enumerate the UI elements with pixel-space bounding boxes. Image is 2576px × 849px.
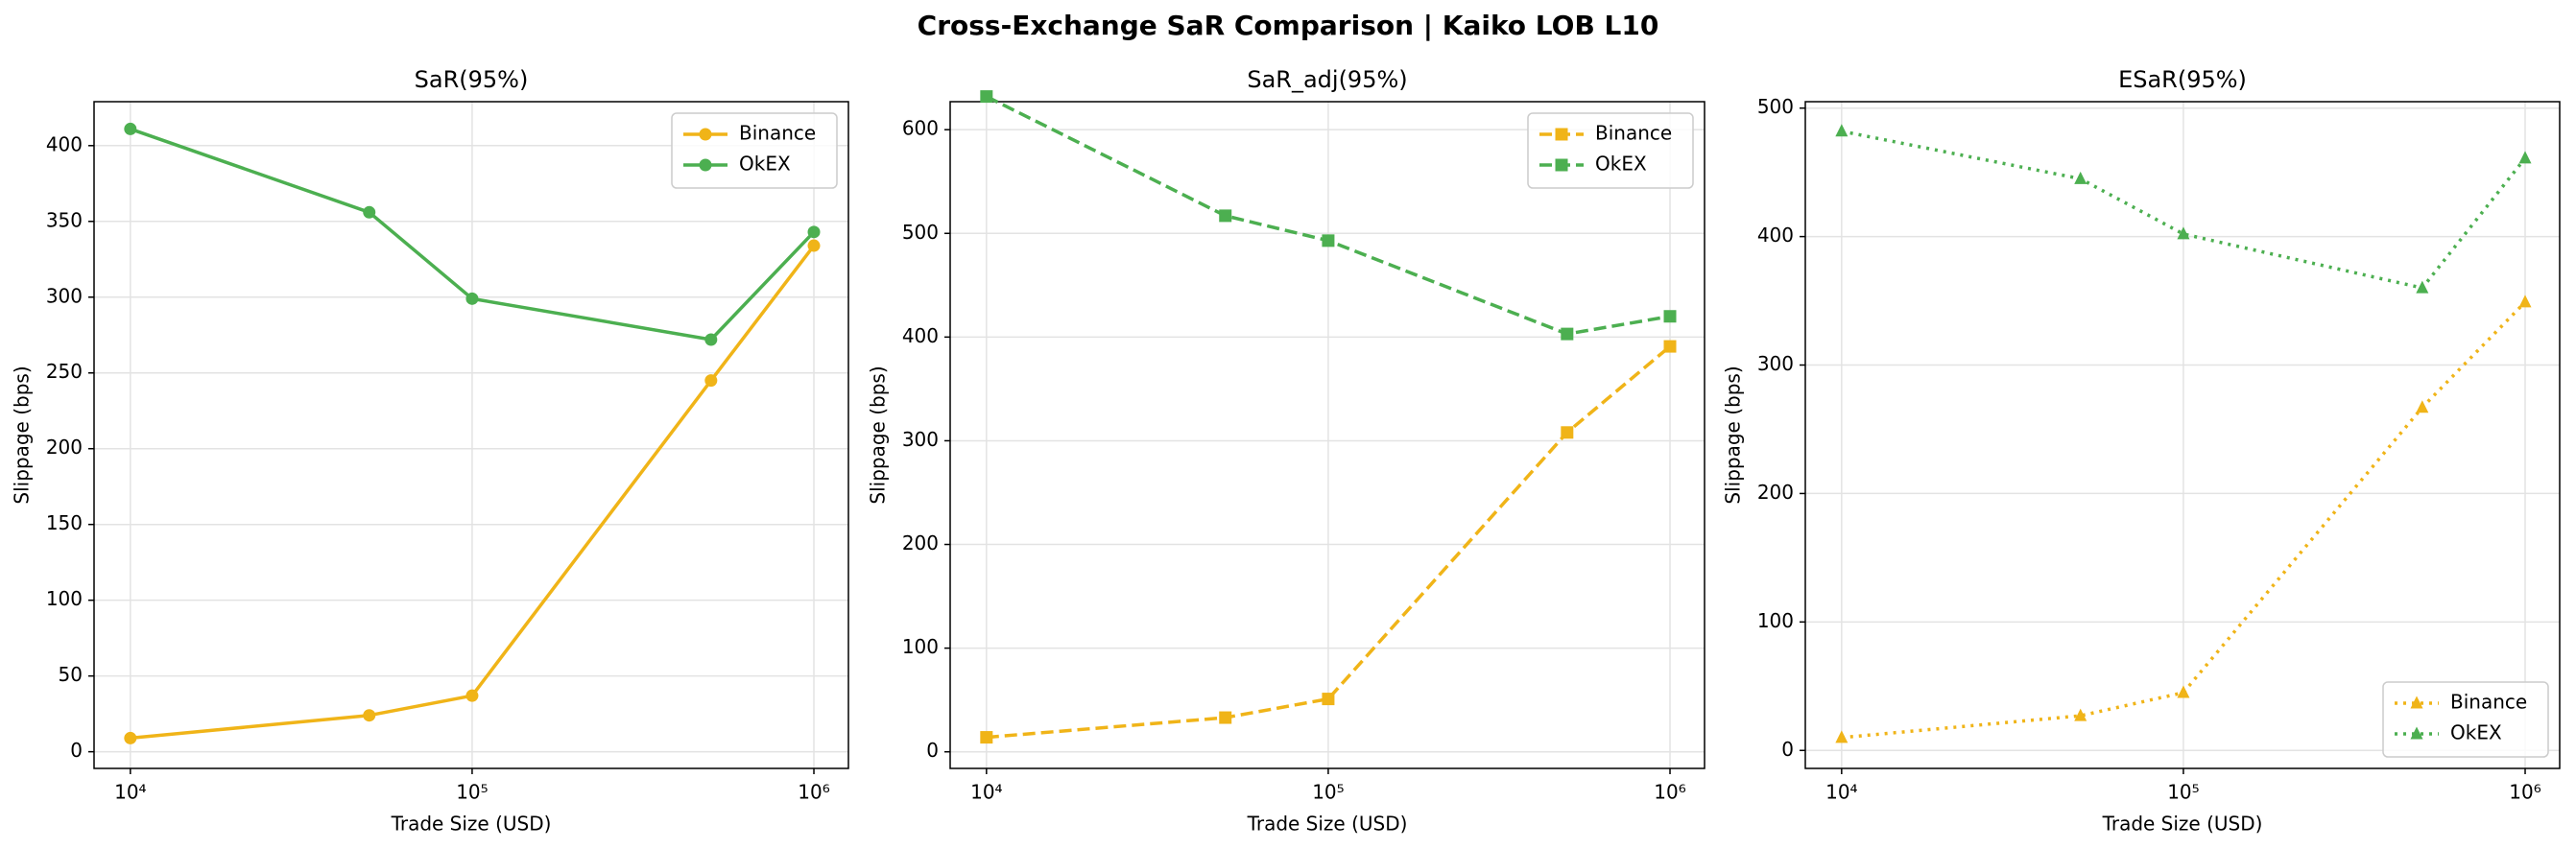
marker — [363, 205, 376, 219]
marker — [2518, 295, 2532, 308]
marker — [807, 239, 821, 252]
y-axis-label: Slippage (bps) — [11, 366, 34, 504]
x-tick-label: 10⁴ — [114, 781, 146, 804]
x-tick-label: 10⁵ — [456, 781, 488, 804]
subplot: ESaR(95%) Trade Size (USD) Slippage (bps) 0… — [1722, 66, 2561, 836]
marker — [704, 374, 718, 388]
marker — [1555, 158, 1568, 172]
marker — [1561, 426, 1574, 439]
y-tick-label: 350 — [46, 208, 83, 231]
y-tick-label: 0 — [70, 739, 83, 762]
y-tick-label: 150 — [46, 511, 83, 534]
marker — [1219, 209, 1232, 223]
marker — [1663, 340, 1677, 353]
marker — [1561, 327, 1574, 341]
marker — [1663, 310, 1677, 323]
legend-label: Binance — [1595, 122, 1672, 145]
legend: Binance OkEX — [2382, 681, 2549, 758]
x-tick-label: 10⁴ — [970, 781, 1002, 804]
marker — [1322, 234, 1335, 248]
legend-label: Binance — [2450, 691, 2527, 714]
y-tick-label: 500 — [902, 221, 939, 244]
marker — [807, 225, 821, 239]
legend-label: OkEX — [2450, 721, 2502, 744]
subplot-title: SaR_adj(95%) — [1247, 66, 1407, 93]
legend-label: OkEX — [739, 153, 791, 176]
x-tick-label: 10⁶ — [2509, 781, 2540, 804]
y-tick-label: 0 — [1781, 738, 1794, 761]
x-tick-label: 10⁶ — [798, 781, 829, 804]
x-axis-label: Trade Size (USD) — [1247, 813, 1408, 836]
marker — [699, 128, 712, 141]
marker — [2410, 696, 2423, 709]
x-tick-label: 10⁶ — [1654, 781, 1685, 804]
axes-frame — [93, 101, 849, 769]
marker — [699, 158, 712, 172]
x-axis-label: Trade Size (USD) — [2102, 813, 2263, 836]
y-tick-label: 100 — [1757, 609, 1794, 632]
y-tick-label: 50 — [59, 663, 83, 686]
y-tick-label: 300 — [46, 284, 83, 307]
marker — [1322, 693, 1335, 706]
y-axis-label: Slippage (bps) — [1722, 366, 1745, 504]
x-axis-label: Trade Size (USD) — [391, 813, 552, 836]
subplot: SaR_adj(95%) Trade Size (USD) Slippage (bp… — [867, 66, 1705, 836]
y-tick-label: 300 — [902, 428, 939, 451]
x-tick-label: 10⁵ — [2167, 781, 2199, 804]
y-tick-label: 400 — [1757, 224, 1794, 247]
y-tick-label: 100 — [902, 635, 939, 658]
legend-box — [2382, 681, 2549, 758]
marker — [2518, 151, 2532, 164]
marker — [2416, 280, 2429, 294]
y-tick-label: 200 — [1757, 481, 1794, 504]
legend-label: OkEX — [1595, 153, 1647, 176]
y-tick-label: 200 — [46, 436, 83, 459]
marker — [2177, 685, 2190, 698]
marker — [1219, 711, 1232, 724]
marker — [465, 292, 479, 305]
marker — [1835, 730, 1849, 743]
y-tick-label: 200 — [902, 531, 939, 554]
marker — [2074, 708, 2087, 721]
subplot: SaR(95%) Trade Size (USD) Slippage (bps) 0 5… — [11, 66, 849, 836]
axes-frame — [1804, 101, 2561, 769]
marker — [2416, 400, 2429, 413]
y-tick-label: 0 — [926, 739, 939, 762]
marker — [1555, 128, 1568, 141]
marker — [2410, 726, 2423, 740]
y-tick-label: 400 — [902, 324, 939, 347]
y-tick-label: 250 — [46, 360, 83, 383]
legend-label: Binance — [739, 122, 816, 145]
figure-title: Cross-Exchange SaR Comparison | Kaiko LO… — [918, 10, 1659, 41]
legend: Binance OkEX — [1527, 112, 1694, 189]
y-tick-label: 600 — [902, 117, 939, 140]
marker — [465, 689, 479, 702]
y-tick-label: 100 — [46, 587, 83, 610]
marker — [704, 333, 718, 346]
marker — [124, 122, 137, 135]
marker — [2177, 226, 2190, 240]
marker — [980, 731, 993, 744]
y-tick-label: 400 — [46, 132, 83, 155]
marker — [363, 709, 376, 722]
legend-box — [1527, 112, 1694, 189]
legend-box — [671, 112, 838, 189]
x-tick-label: 10⁵ — [1312, 781, 1344, 804]
marker — [124, 731, 137, 744]
subplot-title: SaR(95%) — [415, 66, 529, 93]
marker — [2074, 171, 2087, 184]
marker — [1835, 124, 1849, 137]
marker — [980, 90, 993, 104]
axes-frame — [949, 101, 1705, 769]
x-tick-label: 10⁴ — [1825, 781, 1857, 804]
y-axis-label: Slippage (bps) — [867, 366, 890, 504]
subplot-title: ESaR(95%) — [2118, 66, 2247, 93]
y-tick-label: 500 — [1757, 95, 1794, 118]
y-tick-label: 300 — [1757, 352, 1794, 375]
legend: Binance OkEX — [671, 112, 838, 189]
